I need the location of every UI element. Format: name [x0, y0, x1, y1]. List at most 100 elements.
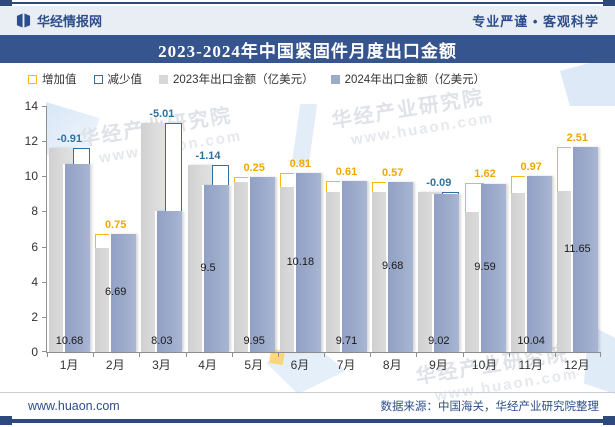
legend-item-increase: 增加值 — [28, 71, 77, 87]
bar-2024-6月 — [293, 173, 321, 352]
bar-2024-7月 — [340, 181, 367, 352]
footer-bar: www.huaon.com 数据来源：中国海关，华经产业研究院整理 — [0, 394, 615, 418]
change-label-6月: 0.81 — [289, 158, 312, 171]
decrease-box-3月 — [165, 122, 183, 211]
bar-2024-11月 — [524, 175, 552, 352]
bar-2024-2月 — [109, 234, 137, 352]
change-label-3月: -5.01 — [149, 107, 175, 120]
change-label-2月: 0.75 — [104, 219, 127, 232]
bar-2024-8月 — [386, 181, 414, 352]
value-label-7月: 9.71 — [335, 335, 358, 347]
bar-group-2月: 0.75 6.69 — [93, 106, 139, 352]
legend-item-2024: 2024年出口金额（亿美元） — [330, 71, 486, 87]
x-tick — [277, 353, 279, 357]
x-tick — [93, 353, 95, 357]
y-tick-label: 8 — [31, 204, 38, 219]
bar-group-10月: 1.62 9.59 — [463, 106, 509, 352]
chart-legend: 增加值 减少值 2023年出口金额（亿美元） 2024年出口金额（亿美元） — [28, 70, 485, 88]
x-axis-label-3月: 3月 — [152, 358, 171, 372]
change-label-1月: -0.91 — [56, 133, 83, 146]
legend-item-2023: 2023年出口金额（亿美元） — [159, 71, 314, 87]
bar-2024-10月 — [478, 183, 506, 352]
value-label-6月: 10.18 — [286, 255, 315, 268]
x-axis-label-7月: 7月 — [336, 358, 356, 372]
top-rule — [0, 2, 615, 4]
value-label-8月: 9.68 — [381, 259, 404, 272]
header-bar: 华经情报网 专业严谨 • 客观科学 — [0, 6, 615, 35]
bar-2024-3月 — [155, 210, 183, 352]
y-tick-label: 4 — [31, 274, 38, 289]
bottom-rule — [0, 419, 615, 423]
y-tick-label: 2 — [31, 309, 38, 324]
bar-group-3月: -5.01 8.03 — [139, 106, 185, 352]
bar-group-12月: 2.51 11.65 — [555, 106, 601, 352]
decrease-swatch-icon — [93, 74, 103, 84]
legend-item-decrease: 减少值 — [93, 71, 143, 87]
x-axis-label-6月: 6月 — [290, 358, 310, 372]
y-axis: 0 2 4 6 8 10 12 14 — [6, 99, 42, 359]
x-axis-label-11月: 11月 — [518, 358, 543, 372]
chart-title: 2023-2024年中国紧固件月度出口金额 — [0, 35, 615, 63]
value-label-10月: 9.59 — [474, 260, 496, 273]
x-axis-label-5月: 5月 — [244, 358, 264, 372]
y-tick — [42, 176, 46, 178]
x-axis-label-9月: 9月 — [429, 358, 448, 372]
brand-logo-icon — [16, 13, 31, 28]
legend-label: 减少值 — [107, 74, 143, 86]
y-tick — [42, 316, 46, 318]
top-rule-left-cap — [0, 0, 12, 6]
bar-2024-4月 — [201, 185, 229, 352]
x-tick — [185, 353, 187, 357]
value-label-2月: 6.69 — [104, 286, 127, 299]
x-tick — [462, 353, 464, 357]
bar-group-11月: 0.97 10.04 — [509, 106, 555, 352]
y-tick — [42, 246, 46, 248]
decor-shape — [560, 56, 615, 106]
bar-group-5月: 0.25 9.95 — [232, 106, 278, 352]
bar-2024-5月 — [247, 177, 275, 352]
x-tick — [370, 353, 372, 357]
x-axis-label-2月: 2月 — [105, 358, 125, 372]
bar-2024-9月 — [432, 193, 460, 352]
x-axis-label-1月: 1月 — [59, 358, 79, 372]
y-tick — [42, 281, 46, 283]
brand: 华经情报网 — [16, 11, 102, 30]
bar-group-1月: -0.91 10.68 — [47, 106, 93, 352]
y-tick-label: 14 — [24, 99, 38, 113]
x-tick — [47, 353, 48, 357]
change-label-10月: 1.62 — [474, 168, 496, 181]
value-label-9月: 9.02 — [428, 335, 450, 347]
footer-data-source: 数据来源：中国海关，华经产业研究院整理 — [380, 401, 600, 413]
bar-2024-12月 — [570, 147, 598, 352]
y-tick — [42, 106, 46, 107]
x-tick — [231, 353, 233, 357]
x-axis-label-4月: 4月 — [198, 358, 217, 372]
value-label-1月: 10.68 — [55, 335, 84, 347]
decrease-box-4月 — [211, 165, 229, 186]
series-2023-swatch-icon — [159, 74, 168, 84]
y-tick-label: 6 — [31, 239, 38, 254]
y-tick-label: 10 — [24, 169, 38, 184]
y-tick-label: 12 — [24, 134, 38, 149]
change-label-9月: -0.09 — [426, 176, 452, 189]
plot-area: -0.91 10.68 0.75 6.69 -5.01 8.03 -1.14 9.5 0.25 9… — [42, 106, 601, 357]
change-label-7月: 0.61 — [335, 166, 358, 179]
x-axis-label-8月: 8月 — [382, 358, 402, 372]
change-label-12月: 2.51 — [566, 132, 589, 145]
brand-name: 华经情报网 — [37, 14, 103, 29]
x-tick — [600, 353, 601, 357]
top-rule-right-cap — [603, 0, 615, 6]
legend-label: 2024年出口金额（亿美元） — [344, 74, 486, 86]
x-tick — [508, 353, 510, 357]
x-tick — [324, 353, 325, 357]
decrease-box-9月 — [442, 191, 460, 194]
y-tick-label: 0 — [31, 345, 38, 359]
header-tagline: 专业严谨 • 客观科学 — [472, 14, 599, 29]
value-label-12月: 11.65 — [563, 242, 591, 255]
y-tick — [42, 141, 46, 143]
y-tick — [42, 351, 46, 352]
footer-separator — [0, 392, 615, 393]
bottom-rule-left-cap — [0, 416, 12, 425]
bar-group-7月: 0.61 9.71 — [324, 106, 370, 352]
bar-group-6月: 0.81 10.18 — [278, 106, 324, 352]
